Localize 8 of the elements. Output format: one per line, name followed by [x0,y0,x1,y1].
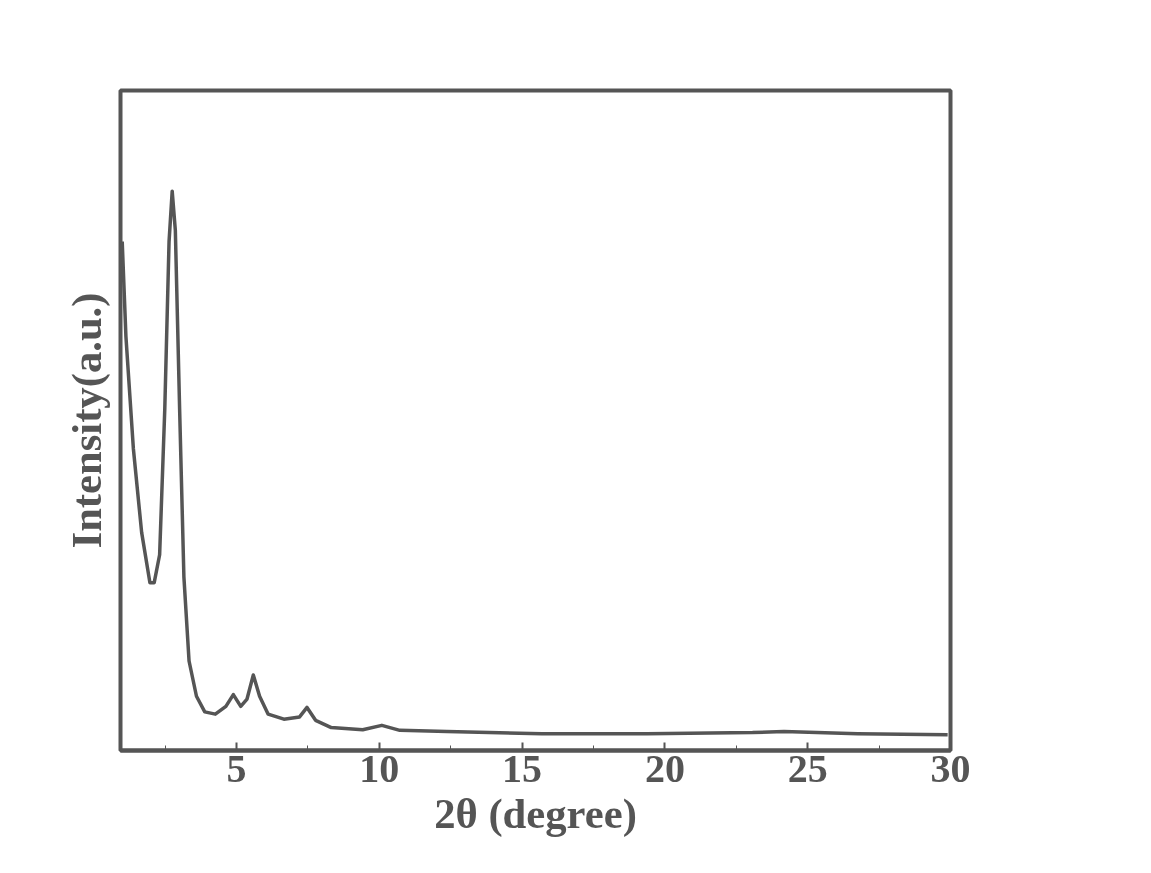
x-tick-label: 10 [359,745,400,791]
x-axis-title: 2θ (degree) [434,789,637,838]
y-axis-title: Intensity(a.u.) [62,292,111,549]
x-tick-label: 15 [502,745,543,791]
x-tick-label: 20 [644,745,685,791]
x-tick-label: 30 [930,745,971,791]
x-tick-label: 25 [787,745,828,791]
x-tick-label: 5 [226,745,247,791]
